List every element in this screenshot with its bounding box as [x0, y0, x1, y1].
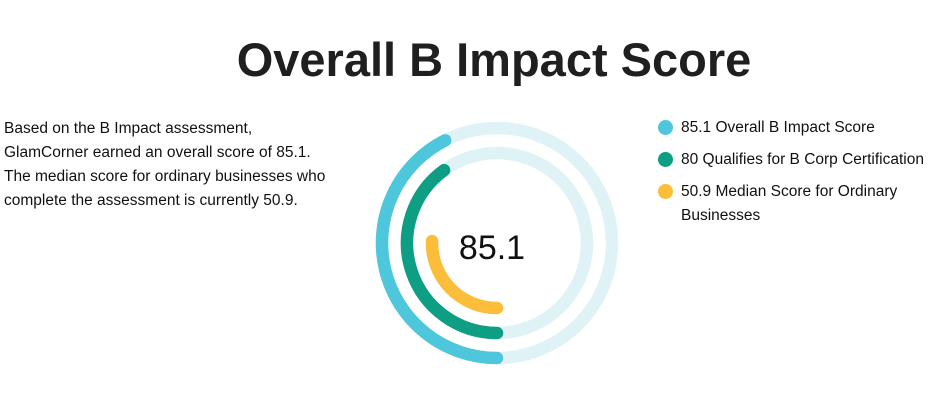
center-score-label: 85.1 [459, 229, 525, 267]
page-title: Overall B Impact Score [236, 33, 752, 86]
chart-arc-1 [400, 163, 504, 340]
legend-item-median-score: 50.9 Median Score for Ordinary Businesse… [658, 180, 936, 228]
legend-swatch-b-corp [658, 152, 673, 167]
legend-label-overall: 85.1 Overall B Impact Score [681, 119, 875, 136]
legend-label-median: 50.9 Median Score for Ordinary Businesse… [681, 183, 898, 224]
chart-arc-0 [375, 134, 504, 365]
legend-swatch-median [658, 184, 673, 199]
legend-swatch-overall [658, 120, 673, 135]
legend-item-b-corp-threshold: 80 Qualifies for B Corp Certification [658, 148, 936, 172]
chart-arcs [375, 134, 504, 365]
chart-arc-2 [425, 234, 504, 315]
legend-label-b-corp: 80 Qualifies for B Corp Certification [681, 151, 924, 168]
legend-item-overall-score: 85.1 Overall B Impact Score [658, 116, 936, 140]
score-description: Based on the B Impact assessment, GlamCo… [4, 120, 326, 209]
chart-legend: 85.1 Overall B Impact Score 80 Qualifies… [658, 116, 936, 236]
